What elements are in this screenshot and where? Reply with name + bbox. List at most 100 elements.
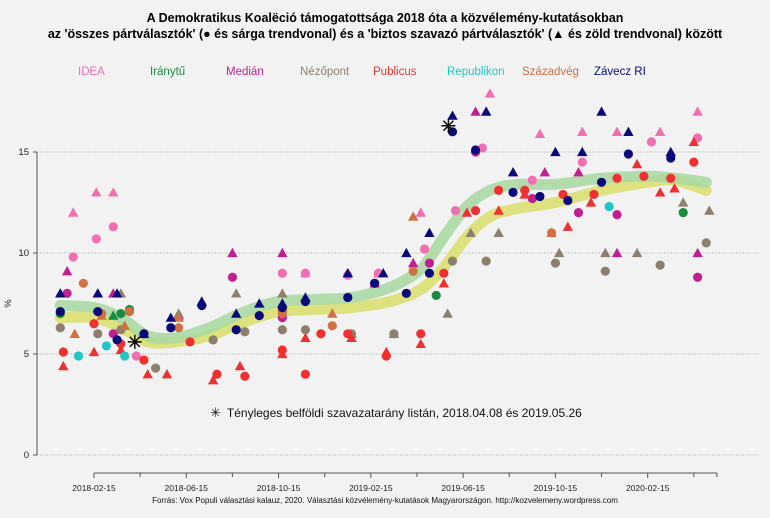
point-circle-zavecz-ri bbox=[508, 187, 518, 197]
point-circle-szazadveg bbox=[78, 278, 88, 288]
point-triangle-zavecz-ri bbox=[507, 167, 519, 177]
point-circle-szazadveg bbox=[547, 228, 557, 238]
point-triangle-idea bbox=[654, 126, 666, 136]
point-circle-publicus bbox=[639, 171, 649, 181]
axes: 0 5 10 15% 2018-02-15 2018-06-15 2018-10-15 201… bbox=[3, 147, 718, 493]
point-circle-nezopont bbox=[151, 363, 161, 373]
point-circle-median bbox=[612, 210, 622, 220]
point-triangle-zavecz-ri bbox=[378, 268, 389, 278]
point-triangle-zavecz-ri bbox=[596, 106, 607, 116]
point-triangle-idea bbox=[91, 187, 102, 197]
point-triangle-idea bbox=[68, 207, 79, 217]
point-triangle-zavecz-ri bbox=[55, 288, 66, 298]
point-circle-zavecz-ri bbox=[55, 306, 65, 317]
point-circle-idea bbox=[646, 137, 657, 147]
asterisk-icon: ✳ bbox=[210, 405, 221, 420]
point-circle-median bbox=[527, 193, 537, 204]
actual-result-asterisk bbox=[127, 334, 142, 349]
point-circle-zavecz-ri bbox=[424, 268, 435, 278]
point-triangle-publicus bbox=[438, 278, 450, 288]
point-triangle-idea bbox=[108, 187, 119, 197]
point-circle-idea bbox=[68, 252, 78, 262]
data-points bbox=[55, 88, 715, 385]
point-circle-zavecz-ri bbox=[535, 191, 545, 202]
x-tick-label: 2019-06-15 bbox=[441, 483, 485, 493]
point-circle-nezopont bbox=[447, 256, 458, 266]
point-triangle-publicus bbox=[234, 360, 246, 371]
point-triangle-nezopont bbox=[277, 288, 288, 298]
point-triangle-nezopont bbox=[442, 308, 453, 318]
point-triangle-szazadveg bbox=[119, 320, 130, 330]
point-circle-publicus bbox=[89, 319, 99, 329]
point-triangle-median bbox=[573, 167, 584, 177]
point-circle-idea bbox=[419, 244, 430, 254]
legend-item: Závecz RI bbox=[594, 66, 646, 78]
point-triangle-publicus bbox=[562, 221, 574, 231]
legend-item: Medián bbox=[226, 66, 264, 78]
point-circle-publicus bbox=[212, 369, 222, 379]
actual-results-label: Tényleges belföldi szavazatarány listán,… bbox=[226, 406, 582, 420]
point-circle-szazadveg bbox=[124, 306, 135, 317]
point-circle-publicus bbox=[139, 355, 149, 365]
point-circle-zavecz-ri bbox=[370, 278, 380, 288]
x-tick-label: 2019-10-15 bbox=[534, 483, 578, 493]
legend-item: Publicus bbox=[373, 66, 417, 78]
point-triangle-zavecz-ri bbox=[342, 268, 353, 278]
point-circle-median bbox=[227, 272, 238, 282]
point-triangle-zavecz-ri bbox=[231, 308, 242, 318]
actual-results-note: ✳ Tényleges belföldi szavazatarány listán… bbox=[210, 405, 582, 421]
point-triangle-idea bbox=[484, 88, 496, 98]
point-circle-idea bbox=[108, 222, 118, 232]
point-circle-zavecz-ri bbox=[93, 306, 103, 317]
point-circle-zavecz-ri bbox=[139, 329, 149, 339]
point-triangle-publicus bbox=[654, 187, 666, 197]
y-tick-label: 0 bbox=[24, 450, 29, 461]
point-triangle-zavecz-ri bbox=[480, 106, 492, 116]
point-triangle-zavecz-ri bbox=[254, 298, 265, 308]
point-circle-zavecz-ri bbox=[112, 335, 122, 345]
point-triangle-idea bbox=[415, 207, 426, 217]
point-circle-nezopont bbox=[389, 329, 399, 339]
point-circle-zavecz-ri bbox=[470, 145, 481, 155]
point-circle-iranytu bbox=[431, 290, 441, 301]
trend-line-certain-voters bbox=[54, 170, 712, 345]
point-triangle-publicus bbox=[493, 205, 504, 215]
point-circle-szazadveg bbox=[327, 321, 337, 331]
point-circle-nezopont bbox=[701, 238, 711, 248]
point-triangle-nezopont bbox=[553, 247, 565, 258]
point-triangle-median bbox=[692, 247, 703, 258]
legend-item: Nézőpont bbox=[300, 66, 350, 78]
point-circle-publicus bbox=[589, 189, 599, 200]
point-triangle-nezopont bbox=[631, 247, 643, 258]
point-circle-nezopont bbox=[93, 329, 103, 339]
point-circle-idea bbox=[91, 234, 101, 244]
point-triangle-zavecz-ri bbox=[665, 146, 676, 157]
point-circle-publicus bbox=[343, 329, 353, 339]
point-circle-idea bbox=[131, 351, 141, 361]
point-triangle-zavecz-ri bbox=[165, 312, 176, 322]
point-triangle-median bbox=[611, 247, 623, 258]
point-circle-nezopont bbox=[300, 325, 311, 335]
point-triangle-szazadveg bbox=[327, 308, 338, 318]
point-circle-zavecz-ri bbox=[401, 288, 411, 298]
point-triangle-median bbox=[407, 257, 419, 268]
point-circle-idea bbox=[300, 268, 311, 278]
point-circle-publicus bbox=[240, 371, 250, 381]
point-triangle-zavecz-ri bbox=[623, 126, 634, 136]
point-circle-republikon bbox=[120, 351, 130, 361]
point-circle-publicus bbox=[666, 173, 676, 183]
point-triangle-zavecz-ri bbox=[424, 227, 435, 237]
point-circle-idea bbox=[577, 157, 587, 167]
point-triangle-publicus bbox=[207, 375, 219, 385]
point-circle-zavecz-ri bbox=[623, 149, 634, 159]
point-triangle-publicus bbox=[688, 136, 700, 147]
actual-results-markers bbox=[127, 118, 456, 349]
point-triangle-publicus bbox=[585, 197, 597, 207]
point-triangle-publicus bbox=[88, 346, 100, 357]
actual-result-asterisk bbox=[441, 118, 456, 133]
point-circle-republikon bbox=[101, 341, 112, 351]
point-triangle-nezopont bbox=[493, 227, 504, 237]
point-circle-publicus bbox=[316, 329, 326, 339]
point-triangle-nezopont bbox=[704, 205, 715, 215]
asterisk-stroke bbox=[129, 336, 141, 348]
